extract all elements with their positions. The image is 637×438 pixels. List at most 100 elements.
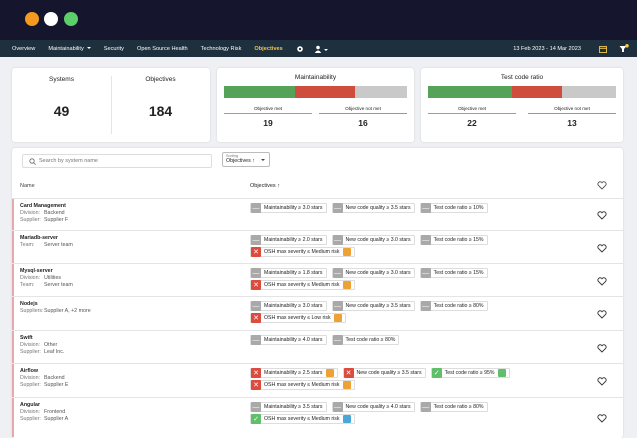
- favorite-icon[interactable]: [597, 310, 607, 319]
- objective: ✕ OSH max severity ≤ Medium risk: [250, 380, 355, 390]
- settings-icon[interactable]: [296, 45, 304, 53]
- nav-item[interactable]: Objectives: [254, 45, 283, 52]
- user-icon[interactable]: [314, 45, 329, 53]
- count-label: Objective not met: [319, 106, 407, 114]
- status-icon: —: [332, 235, 343, 245]
- systems: Systems 49: [12, 68, 111, 142]
- system-row[interactable]: Mariadb-server Team: Server team — Maintaina…: [12, 230, 623, 263]
- filter-icon[interactable]: [619, 44, 629, 53]
- objective: ✕ OSH max severity ≤ Medium risk: [250, 280, 355, 290]
- objective-card: Test code ratio Objective met 22 Objective …: [421, 68, 623, 142]
- favorite-icon[interactable]: [597, 377, 607, 386]
- objective-text: Test code ratio ≥ 80%: [433, 404, 484, 410]
- field-value: Utilities: [44, 275, 62, 281]
- progress-bar: [224, 86, 407, 98]
- field-value: Supplier A: [44, 416, 69, 422]
- system-name: Nodejs: [20, 301, 38, 307]
- field-value: Supplier E: [44, 382, 69, 388]
- favorite-icon[interactable]: [597, 243, 607, 253]
- caret: [86, 46, 91, 51]
- field-value: Other: [44, 342, 58, 348]
- status-icon: —: [332, 268, 343, 278]
- card-title: Test code ratio: [500, 74, 544, 81]
- system-field: Division: Backend: [20, 210, 65, 216]
- status-icon: —: [420, 268, 431, 278]
- objective-text: New code quality ≥ 3.0 stars: [345, 237, 411, 243]
- favorite-icon[interactable]: [597, 211, 607, 220]
- field-label: Team:: [20, 242, 35, 248]
- nav-item[interactable]: Maintainability: [48, 46, 91, 52]
- search-placeholder: Search by system name: [39, 158, 98, 164]
- system-field: Supplier: Leaf Inc.: [20, 349, 64, 355]
- objective-count: Objective met 22: [428, 106, 516, 128]
- objective: — Maintainability ≥ 2.0 stars: [250, 235, 327, 245]
- favorite-icon[interactable]: [597, 343, 607, 353]
- objective: — Test code ratio ≥ 80%: [331, 335, 400, 345]
- label: Systems: [49, 76, 74, 83]
- sorting-select[interactable]: Sorting Objectives ↑: [222, 152, 270, 167]
- objectives: — Maintainability ≥ 4.0 stars — Test code r…: [250, 335, 600, 347]
- objective: — Test code ratio ≥ 80%: [419, 301, 488, 311]
- favorite-icon[interactable]: [597, 414, 607, 423]
- field-label: Division:: [20, 210, 41, 216]
- objective-text: Maintainability ≥ 3.0 stars: [264, 303, 323, 309]
- status-icon: —: [251, 335, 261, 345]
- field-value: Backend: [44, 375, 65, 381]
- bar-remaining: [354, 86, 407, 98]
- nav-bar: Overview Maintainability Security Open Sour…: [0, 40, 637, 57]
- bar-met: [224, 86, 295, 98]
- objective-text: Test code ratio ≥ 80%: [345, 337, 396, 343]
- objective-text: Maintainability ≥ 1.8 stars: [264, 270, 323, 276]
- objective-line: ✕ OSH max severity ≤ Medium risk: [250, 380, 600, 390]
- objective-line: — Maintainability ≥ 1.8 stars — New code qu…: [250, 268, 600, 278]
- objective: — Maintainability ≥ 1.8 stars: [250, 268, 327, 278]
- date-range[interactable]: 13 Feb 2023 - 14 Mar 2023: [513, 45, 581, 52]
- count-label: Objective met: [224, 106, 312, 114]
- field-label: Division:: [20, 375, 41, 381]
- window-dot: [25, 12, 39, 26]
- objective-text: New code quality ≥ 4.0 stars: [345, 404, 411, 410]
- system-field: Division: Backend: [20, 375, 65, 381]
- favorite-icon[interactable]: [597, 276, 607, 286]
- badge: [325, 369, 334, 377]
- badge: [333, 314, 342, 322]
- objectives: ✕ Maintainability ≥ 2.5 stars ✕ New code qu…: [250, 368, 600, 392]
- objectives: — Maintainability ≥ 1.8 stars — New code qu…: [250, 268, 600, 292]
- nav-item[interactable]: Security: [103, 45, 124, 52]
- objective: ✕ Maintainability ≥ 2.5 stars: [250, 368, 338, 378]
- nav-item[interactable]: Overview: [12, 45, 36, 52]
- objective-text: Maintainability ≥ 2.0 stars: [264, 237, 323, 243]
- badge: [342, 415, 351, 423]
- system-row[interactable]: Swift Division: Other Supplier: Leaf Inc. — Ma…: [12, 330, 623, 363]
- objectives: — Maintainability ≥ 3.0 stars — New code qu…: [250, 203, 600, 215]
- nav-item[interactable]: Technology Risk: [200, 45, 242, 52]
- field-value: Server team: [44, 282, 73, 288]
- objective-count: Objective not met 13: [528, 106, 616, 128]
- count-value: 22: [467, 118, 477, 128]
- system-row[interactable]: Airflow Division: Backend Supplier: Supplier…: [12, 363, 623, 397]
- field-label: Division:: [20, 275, 41, 281]
- nav-item[interactable]: Open Source Health: [136, 45, 188, 52]
- favorite-icon[interactable]: [597, 181, 607, 190]
- system-field: Supplier: Supplier A: [20, 416, 68, 422]
- caret: [261, 159, 265, 163]
- objective-line: ✕ OSH max severity ≤ Medium risk: [250, 280, 600, 290]
- status-icon: —: [251, 235, 261, 245]
- system-row[interactable]: Angular Division: Frontend Supplier: Supplie…: [12, 397, 623, 437]
- objective: — Maintainability ≥ 3.0 stars: [250, 301, 327, 311]
- system-field: Division: Other: [20, 342, 57, 348]
- objective: — New code quality ≥ 3.0 stars: [331, 268, 415, 278]
- calendar-icon[interactable]: [599, 45, 607, 53]
- search-input[interactable]: Search by system name: [22, 154, 212, 168]
- objectives: Objectives 184: [111, 68, 210, 142]
- systems-card: Systems 49 Objectives 184: [12, 68, 210, 142]
- system-row[interactable]: Nodejs Suppliers:Supplier A, +2 more — Main…: [12, 296, 623, 330]
- status-icon: —: [332, 203, 343, 213]
- badge: [497, 369, 506, 377]
- status-icon: —: [332, 402, 343, 412]
- status-icon: ✓: [251, 414, 261, 424]
- window-dot: [64, 12, 78, 26]
- bar-not-met: [294, 86, 355, 98]
- system-row[interactable]: Card Management Division: Backend Supplier:…: [12, 198, 623, 230]
- system-row[interactable]: Mysql-server Division: Utilities Team: Serve…: [12, 263, 623, 296]
